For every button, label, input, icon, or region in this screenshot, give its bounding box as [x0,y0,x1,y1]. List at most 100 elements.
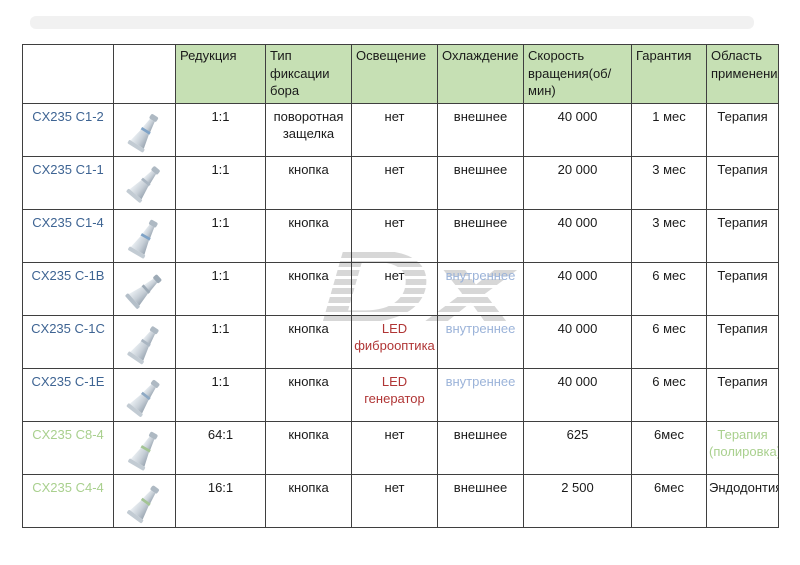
col-header-speed: Скорость вращения(об/мин) [523,44,632,104]
warranty-value: 3 мес [631,208,707,263]
application-value: Терапия [706,314,779,369]
product-photo-cell [113,367,176,422]
light-value: нет [351,473,438,528]
warranty-value: 6 мес [631,367,707,422]
cooling-value: внешнее [437,102,524,157]
fixation-value: поворотная защелка [265,102,352,157]
col-header-photo [113,44,176,104]
light-value: нет [351,420,438,475]
fixation-value: кнопка [265,314,352,369]
cooling-value: внутреннее [437,367,524,422]
fixation-value: кнопка [265,208,352,263]
product-photo-cell [113,208,176,263]
warranty-value: 1 мес [631,102,707,157]
warranty-value: 6 мес [631,314,707,369]
light-value: LED генератор [351,367,438,422]
reduction-value: 1:1 [175,155,266,210]
cooling-value: внутреннее [437,261,524,316]
cooling-value: внешнее [437,420,524,475]
handpiece-image [124,274,161,309]
handpiece-image [126,485,159,523]
handpiece-image [127,431,158,471]
handpiece-image [127,113,158,152]
speed-value: 40 000 [523,208,632,263]
col-header-application: Область применения [706,44,779,104]
handpiece-image [127,219,158,259]
handpiece-image [126,326,159,364]
product-name: CX235 C-1E [22,367,114,422]
light-value: нет [351,102,438,157]
application-value: Терапия [706,208,779,263]
table-row: CX235 C8-4 64:1 кнопка нет внешнее 625 6… [22,420,779,475]
reduction-value: 64:1 [175,420,266,475]
table-header-row: Редукция Тип фиксации бора Освещение Охл… [22,44,779,104]
cooling-value: внешнее [437,473,524,528]
application-value: Терапия [706,367,779,422]
product-photo-cell [113,155,176,210]
product-photo-cell [113,261,176,316]
speed-value: 40 000 [523,314,632,369]
application-value: Эндодонтия [706,473,779,528]
product-name: CX235 C1-2 [22,102,114,157]
col-header-model [22,44,114,104]
fixation-value: кнопка [265,420,352,475]
handpiece-image [125,165,160,203]
reduction-value: 1:1 [175,314,266,369]
col-header-cooling: Охлаждение [437,44,524,104]
application-value: Терапия [706,155,779,210]
table-row: CX235 C1-2 1:1 поворотная защелка нет вн… [22,102,779,157]
col-header-light: Освещение [351,44,438,104]
product-name: CX235 C4-4 [22,473,114,528]
fixation-value: кнопка [265,261,352,316]
col-header-fixation: Тип фиксации бора [265,44,352,104]
reduction-value: 1:1 [175,367,266,422]
cooling-value: внутреннее [437,314,524,369]
reduction-value: 16:1 [175,473,266,528]
warranty-value: 6мес [631,420,707,475]
handpiece-image [126,379,159,417]
table-row: CX235 C4-4 16:1 кнопка нет внешнее 2 500… [22,473,779,528]
warranty-value: 6мес [631,473,707,528]
warranty-value: 6 мес [631,261,707,316]
speed-value: 20 000 [523,155,632,210]
table-row: CX235 C-1B 1:1 кнопка нет внутреннее 40 … [22,261,779,316]
product-name: CX235 C-1C [22,314,114,369]
application-value: Терапия [706,261,779,316]
application-value: Терапия (полировка) [706,420,779,475]
table-row: CX235 C-1C 1:1 кнопка LED фиброоптика вн… [22,314,779,369]
table-row: CX235 C1-4 1:1 кнопка нет внешнее 40 000… [22,208,779,263]
speed-value: 40 000 [523,102,632,157]
product-name: CX235 C8-4 [22,420,114,475]
product-photo-cell [113,420,176,475]
handpiece-table: Редукция Тип фиксации бора Освещение Охл… [22,44,779,528]
table-row: CX235 C1-1 1:1 кнопка нет внешнее 20 000… [22,155,779,210]
product-photo-cell [113,314,176,369]
fixation-value: кнопка [265,367,352,422]
light-value: нет [351,208,438,263]
col-header-warranty: Гарантия [631,44,707,104]
light-value: нет [351,155,438,210]
light-value: нет [351,261,438,316]
cooling-value: внешнее [437,208,524,263]
speed-value: 625 [523,420,632,475]
product-comparison-table: Dx Редукция Тип фиксации бора Освещение … [22,44,779,528]
product-name: CX235 C-1B [22,261,114,316]
product-name: CX235 C1-4 [22,208,114,263]
col-header-reduction: Редукция [175,44,266,104]
speed-value: 2 500 [523,473,632,528]
reduction-value: 1:1 [175,102,266,157]
faint-watermark-band [30,16,754,29]
product-photo-cell [113,473,176,528]
fixation-value: кнопка [265,155,352,210]
application-value: Терапия [706,102,779,157]
warranty-value: 3 мес [631,155,707,210]
product-name: CX235 C1-1 [22,155,114,210]
table-row: CX235 C-1E 1:1 кнопка LED генератор внут… [22,367,779,422]
light-value: LED фиброоптика [351,314,438,369]
speed-value: 40 000 [523,367,632,422]
product-photo-cell [113,102,176,157]
cooling-value: внешнее [437,155,524,210]
reduction-value: 1:1 [175,208,266,263]
reduction-value: 1:1 [175,261,266,316]
